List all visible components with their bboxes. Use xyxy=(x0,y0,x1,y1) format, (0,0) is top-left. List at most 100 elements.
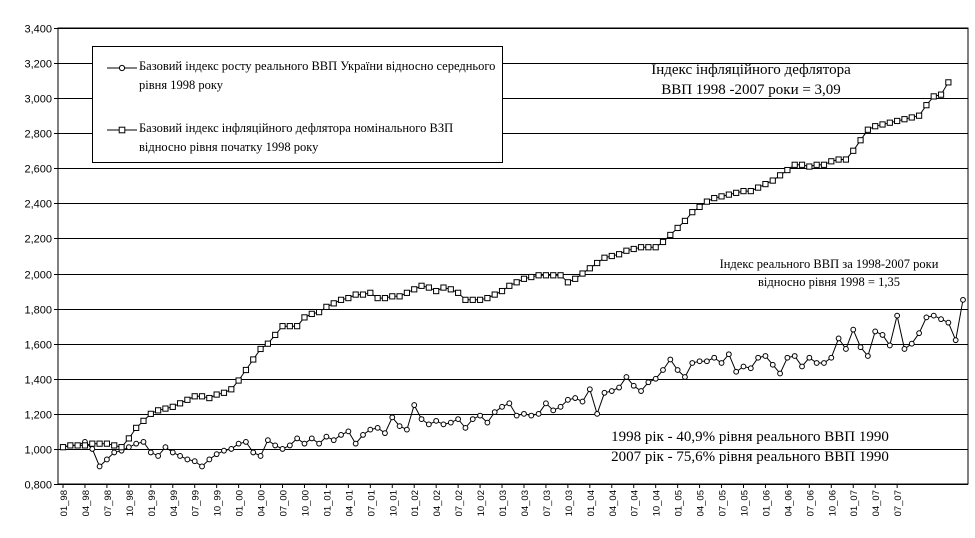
x-tick-label: 01_03 xyxy=(498,490,509,516)
deflator-data-point xyxy=(89,440,96,447)
gdp-data-point xyxy=(447,419,454,426)
y-tick-label: 3,000 xyxy=(24,94,52,106)
gdp-data-point xyxy=(769,361,776,368)
gdp-data-point xyxy=(586,386,593,393)
gdp-data-point xyxy=(404,426,410,433)
gdp-data-point xyxy=(367,426,374,433)
deflator-data-point xyxy=(162,405,169,412)
deflator-data-point xyxy=(301,314,308,321)
deflator-data-point xyxy=(447,286,454,293)
gdp-data-point xyxy=(813,360,820,366)
deflator-data-point xyxy=(118,444,125,451)
deflator-data-point xyxy=(915,112,923,119)
deflator-data-point xyxy=(235,377,242,384)
gdp-data-point xyxy=(704,358,710,365)
gdp-data-point xyxy=(638,388,644,394)
deflator-data-point xyxy=(637,244,645,251)
deflator-data-point xyxy=(579,270,586,277)
deflator-data-point xyxy=(564,279,571,286)
deflator-data-point xyxy=(755,184,762,191)
deflator-data-point xyxy=(220,389,228,396)
x-tick-label: 10_06 xyxy=(827,490,838,516)
deflator-data-point xyxy=(242,366,250,374)
deflator-data-point xyxy=(740,188,747,195)
gdp-data-point xyxy=(696,358,703,365)
deflator-data-point xyxy=(850,147,857,154)
annotation-real-gdp-line2: відносно рівня 1998 = 1,35 xyxy=(758,275,900,289)
legend: Базовий індекс росту реального ВВП Украї… xyxy=(92,46,503,163)
gdp-data-point xyxy=(323,433,330,440)
x-tick-label: 07_03 xyxy=(542,490,553,516)
gdp-data-point xyxy=(799,363,805,370)
deflator-data-point xyxy=(828,158,835,165)
deflator-data-point xyxy=(191,393,198,400)
deflator-data-point xyxy=(264,340,271,347)
deflator-data-point xyxy=(798,161,806,168)
deflator-data-point xyxy=(59,444,67,451)
x-tick-label: 07_04 xyxy=(630,490,641,516)
gdp-data-point xyxy=(601,389,608,396)
y-tick-label: 1,200 xyxy=(24,410,52,422)
gdp-data-point xyxy=(89,446,96,452)
deflator-data-point xyxy=(74,442,81,449)
annotation-deflator-line1: Індекс інфляційного дефлятора xyxy=(651,62,851,78)
deflator-data-point xyxy=(594,259,601,267)
deflator-data-point xyxy=(228,386,235,393)
gdp-data-point xyxy=(140,439,147,445)
gdp-data-point xyxy=(308,435,315,442)
gdp-data-point xyxy=(411,402,418,408)
x-tick-label: 01_04 xyxy=(586,490,597,516)
deflator-data-point xyxy=(169,403,176,410)
deflator-data-point xyxy=(462,296,469,303)
gdp-data-point xyxy=(952,337,959,344)
gdp-data-point xyxy=(279,446,286,452)
x-tick-label: 04_99 xyxy=(169,490,180,516)
gdp-data-point xyxy=(762,353,769,359)
deflator-data-point xyxy=(652,244,659,251)
x-tick-label: 07_00 xyxy=(279,490,290,516)
gdp-data-point xyxy=(228,446,235,452)
deflator-data-point xyxy=(330,300,337,307)
deflator-data-point xyxy=(513,279,520,286)
gdp-data-point xyxy=(382,430,388,437)
x-tick-label: 04_03 xyxy=(520,490,531,516)
gdp-data-point xyxy=(821,360,827,366)
x-tick-label: 04_01 xyxy=(344,490,355,516)
gdp-data-point xyxy=(418,416,425,423)
series-markers xyxy=(59,79,966,470)
gdp-data-point xyxy=(864,353,871,359)
gdp-data-point xyxy=(682,374,688,380)
deflator-data-point xyxy=(784,166,791,174)
deflator-data-point xyxy=(323,303,330,310)
gdp-data-point xyxy=(360,431,366,438)
x-tick-label: 07_05 xyxy=(718,490,729,516)
x-tick-label: 10_99 xyxy=(213,490,224,516)
gdp-data-point xyxy=(286,442,293,449)
gdp-data-point xyxy=(740,363,747,370)
x-tick-label: 07_99 xyxy=(191,490,202,516)
deflator-data-point xyxy=(96,440,103,447)
deflator-data-point xyxy=(586,265,593,272)
x-tick-label: 04_98 xyxy=(81,490,92,516)
gdp-data-point xyxy=(96,463,103,470)
deflator-data-point xyxy=(681,217,689,225)
y-tick-label: 3,400 xyxy=(24,24,52,36)
deflator-data-point xyxy=(403,289,411,296)
gdp-data-point xyxy=(689,360,696,366)
gdp-data-point xyxy=(894,312,901,319)
gdp-data-point xyxy=(879,332,886,338)
deflator-data-point xyxy=(425,284,432,291)
deflator-data-point xyxy=(572,275,579,282)
deflator-data-point xyxy=(557,272,564,279)
deflator-data-point xyxy=(608,252,615,260)
x-tick-label: 01_07 xyxy=(849,490,860,516)
gdp-data-point xyxy=(235,440,242,447)
gdp-data-point xyxy=(652,375,659,382)
gdp-data-point xyxy=(125,444,132,451)
deflator-data-point xyxy=(455,289,462,296)
x-tick-label: 07_06 xyxy=(805,490,816,516)
gdp-data-point xyxy=(660,367,666,373)
deflator-data-point xyxy=(937,91,945,98)
deflator-data-point xyxy=(206,394,213,402)
gdp-data-point xyxy=(923,314,930,321)
